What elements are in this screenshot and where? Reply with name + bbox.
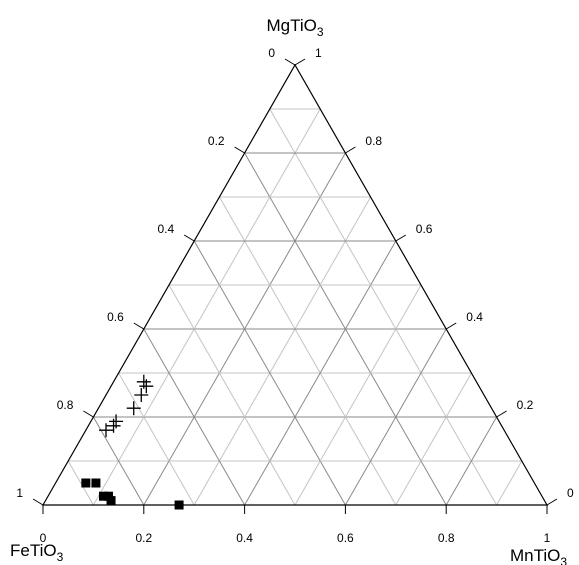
grid-lines xyxy=(67,108,523,506)
apex-label-right: MnTiO3 xyxy=(510,546,567,565)
grid-line-fe xyxy=(269,108,498,506)
tick-left xyxy=(284,58,296,66)
grid-line-fe xyxy=(67,460,94,506)
tick-label-right: 0.8 xyxy=(365,134,382,148)
tick-label-bottom: 0.6 xyxy=(337,531,354,545)
tick-label-bottom: 1 xyxy=(544,531,551,545)
tick-left xyxy=(133,322,145,330)
tick-label-bottom: 0.8 xyxy=(438,531,455,545)
tick-label-right: 0.2 xyxy=(517,398,534,412)
tick-left xyxy=(83,410,94,418)
plus-marker xyxy=(106,418,121,433)
tick-label-right: 0.6 xyxy=(416,222,433,236)
grid-line-fe xyxy=(218,196,397,506)
tick-label-left: 0.2 xyxy=(208,134,225,148)
tick-right xyxy=(294,58,306,66)
triangle-outline xyxy=(41,63,549,506)
tick-right xyxy=(546,498,558,506)
grid-line-mn xyxy=(445,416,498,506)
grid-line-mn xyxy=(92,108,321,506)
triangle-frame xyxy=(41,63,549,506)
tick-labels: 0 1 0 0.2 0.8 0.2 0.4 0.6 0.4 0.6 0.4 0.6 0.8 0.2 0.8 1… xyxy=(16,46,574,545)
tick-left xyxy=(234,146,245,154)
tick-label-bottom: 0.2 xyxy=(135,531,152,545)
tick-right xyxy=(445,322,457,330)
tick-label-left: 0.4 xyxy=(158,222,175,236)
tick-label-left: 0.6 xyxy=(107,310,124,324)
grid-line-fe xyxy=(92,416,145,506)
grid-line-mn xyxy=(344,328,447,506)
apex-label-left: FeTiO3 xyxy=(10,541,64,564)
plus-marker xyxy=(99,423,113,438)
square-marker xyxy=(81,478,91,488)
tick-left xyxy=(183,234,195,242)
tick-label-right: 0 xyxy=(567,486,574,500)
tick-left xyxy=(32,498,44,506)
plus-marker xyxy=(134,388,149,402)
plus-marker xyxy=(139,379,154,394)
grid-line-fe xyxy=(118,372,195,506)
square-marker xyxy=(98,491,108,501)
square-marker xyxy=(174,500,184,510)
tick-label-left: 0.8 xyxy=(57,398,74,412)
tick-label-right: 0.4 xyxy=(466,310,483,324)
apex-labels: MgTiO3 FeTiO3 MnTiO3 xyxy=(10,16,567,565)
tick-label-bottom: 0.4 xyxy=(236,531,253,545)
tick-label-right: 1 xyxy=(315,46,322,60)
apex-label-top: MgTiO3 xyxy=(266,16,323,39)
tick-label-left: 0 xyxy=(268,46,275,60)
tick-label-bottom: 0 xyxy=(40,531,47,545)
grid-line-mn xyxy=(294,284,422,506)
tick-right xyxy=(395,234,407,242)
plus-marker xyxy=(126,401,141,416)
data-points xyxy=(81,374,184,510)
square-marker xyxy=(104,491,114,501)
tick-label-left: 1 xyxy=(16,486,23,500)
axis-ticks xyxy=(32,58,558,514)
grid-line-mn xyxy=(496,460,523,506)
tick-right xyxy=(496,410,507,418)
square-marker xyxy=(91,478,101,488)
grid-line-fe xyxy=(168,284,296,506)
grid-line-mn xyxy=(193,196,372,506)
grid-line-mn xyxy=(395,372,472,506)
tick-right xyxy=(345,146,356,154)
grid-line-fe xyxy=(143,328,246,506)
